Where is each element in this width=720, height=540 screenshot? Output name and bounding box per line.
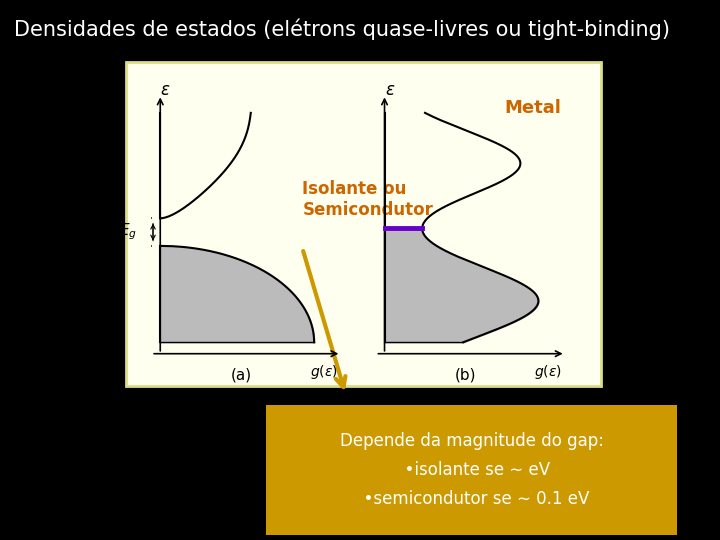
Text: Isolante ou
Semicondutor: Isolante ou Semicondutor: [302, 180, 433, 219]
Text: Densidades de estados (elétrons quase-livres ou tight-binding): Densidades de estados (elétrons quase-li…: [14, 19, 670, 40]
Text: Depende da magnitude do gap:
  •isolante se ∼ eV
  •semicondutor se ∼ 0.1 eV: Depende da magnitude do gap: •isolante s…: [340, 431, 603, 508]
FancyBboxPatch shape: [126, 62, 601, 386]
FancyBboxPatch shape: [266, 405, 677, 535]
Text: $E_g$: $E_g$: [119, 222, 137, 242]
Text: (a): (a): [231, 367, 252, 382]
Text: $\varepsilon$: $\varepsilon$: [384, 81, 395, 99]
Text: Metal: Metal: [504, 99, 561, 117]
Text: $g(\varepsilon)$: $g(\varepsilon)$: [534, 363, 562, 381]
Text: $g(\varepsilon)$: $g(\varepsilon)$: [310, 363, 338, 381]
Text: $\varepsilon$: $\varepsilon$: [161, 81, 171, 99]
Text: (b): (b): [455, 367, 477, 382]
